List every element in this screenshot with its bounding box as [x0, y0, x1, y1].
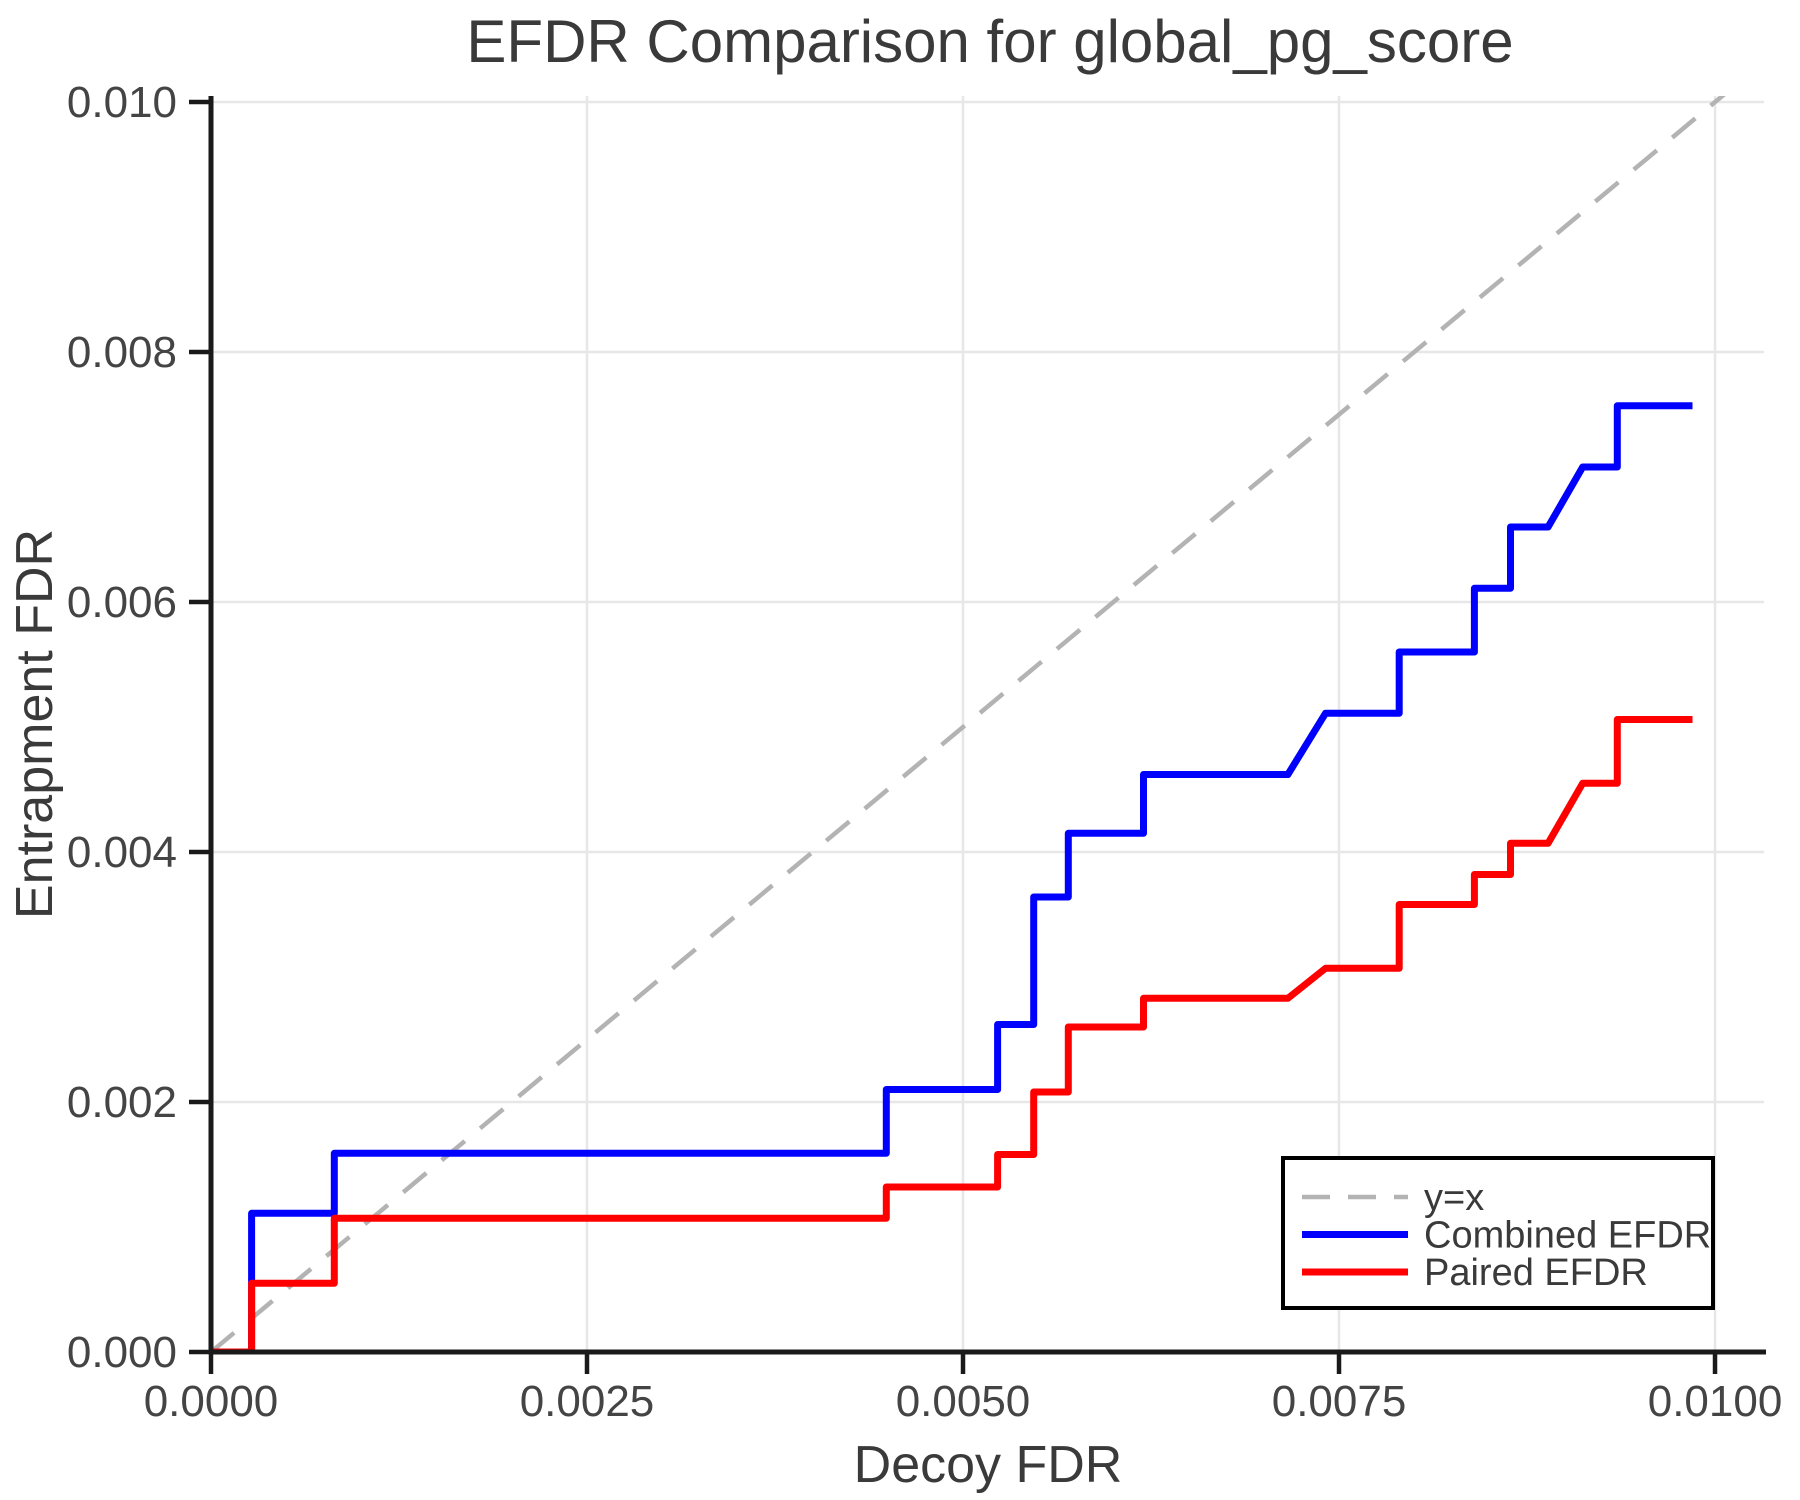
legend-entry-label: y=x [1424, 1177, 1484, 1219]
axis-layer [189, 96, 1766, 1374]
y-tick-label: 0.000 [67, 1328, 177, 1377]
x-tick-label: 0.0100 [1648, 1377, 1783, 1426]
x-axis-label: Decoy FDR [854, 1436, 1123, 1494]
paired-efdr-line [211, 716, 1693, 1352]
y-tick-label: 0.004 [67, 828, 177, 877]
chart-title: EFDR Comparison for global_pg_score [466, 8, 1513, 75]
legend-entry-label: Combined EFDR [1424, 1215, 1711, 1257]
legend-entry-label: Paired EFDR [1424, 1252, 1648, 1294]
x-tick-label: 0.0050 [896, 1377, 1031, 1426]
y-tick-label: 0.002 [67, 1078, 177, 1127]
combined-efdr-line [211, 402, 1693, 1352]
y-tick-label: 0.006 [67, 578, 177, 627]
tick-label-layer: 0.0000 0.0025 0.0050 0.0075 0.0100 0.000 0.002… [67, 78, 1782, 1426]
identity-line [211, 96, 1726, 1352]
series-layer [211, 96, 1726, 1352]
x-tick-label: 0.0075 [1272, 1377, 1407, 1426]
grid-layer [211, 96, 1764, 1352]
y-axis-label: Entrapment FDR [6, 529, 64, 919]
x-tick-label: 0.0025 [520, 1377, 655, 1426]
y-tick-label: 0.008 [67, 328, 177, 377]
x-tick-label: 0.0000 [144, 1377, 279, 1426]
y-tick-label: 0.010 [67, 78, 177, 127]
